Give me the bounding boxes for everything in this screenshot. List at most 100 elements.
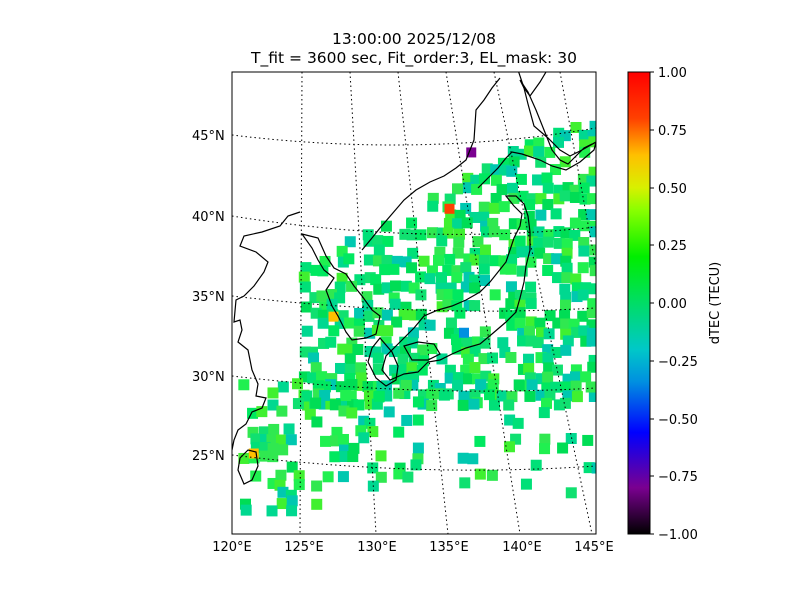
lat-label-25: 25°N: [192, 449, 225, 464]
dtec-cell: [363, 390, 375, 402]
dtec-cell: [588, 166, 596, 178]
dtec-cell: [283, 423, 295, 435]
dtec-cell: [570, 380, 582, 392]
dtec-cell: [313, 388, 325, 400]
dtec-cell: [424, 273, 436, 285]
dtec-cell: [589, 226, 596, 238]
dtec-cell: [258, 426, 270, 438]
dtec-cell: [506, 165, 518, 177]
dtec-cell: [443, 289, 455, 301]
dtec-cell: [343, 253, 355, 265]
dtec-cell: [364, 346, 376, 358]
dtec-cell: [276, 498, 288, 510]
colorbar-label: dTEC (TECU): [708, 262, 723, 345]
dtec-cell: [580, 335, 592, 347]
dtec-cell: [570, 273, 582, 285]
dtec-cell: [532, 174, 544, 186]
dtec-cell: [310, 307, 322, 319]
dtec-cell: [525, 316, 537, 328]
cb-tick-8: −0.75: [658, 470, 698, 485]
dtec-cell: [552, 317, 564, 329]
dtec-cell: [587, 298, 596, 310]
dtec-cell: [525, 256, 537, 268]
dtec-cell: [238, 379, 250, 391]
dtec-cell: [355, 362, 367, 374]
dtec-cell: [588, 354, 596, 366]
dtec-cell: [577, 289, 589, 301]
dtec-cell: [338, 405, 350, 417]
map-frame: [231, 71, 597, 535]
dtec-cell: [402, 471, 414, 483]
dtec-cell: [436, 301, 448, 313]
dtec-cell: [499, 263, 511, 275]
dtec-cell: [346, 280, 358, 292]
dtec-cell: [407, 379, 419, 391]
coastline-hokkaido: [477, 79, 596, 189]
dtec-cell: [372, 307, 384, 319]
dtec-cell: [372, 363, 384, 375]
dtec-cell: [469, 282, 481, 294]
dtec-cell: [348, 442, 360, 454]
dtec-cell: [514, 307, 526, 319]
dtec-cell: [579, 193, 591, 205]
dtec-cell: [394, 462, 406, 474]
dtec-cell: [457, 399, 469, 411]
dtec-cell: [286, 495, 298, 507]
dtec-cell: [408, 282, 420, 294]
dtec-cell: [390, 280, 402, 292]
dtec-cell: [445, 282, 457, 294]
dtec-cell: [535, 156, 547, 168]
dtec-cell: [381, 254, 393, 266]
dtec-cell: [418, 355, 430, 367]
dtec-cell: [362, 299, 374, 311]
dtec-cell: [286, 505, 298, 517]
dtec-cell: [320, 435, 332, 447]
dtec-anomaly-cell: [444, 203, 455, 214]
dtec-cell: [469, 300, 481, 312]
dtec-cell: [526, 226, 538, 238]
dtec-cell: [337, 343, 349, 355]
dtec-cell: [345, 390, 357, 402]
dtec-cell: [417, 344, 429, 356]
dtec-cell: [586, 175, 596, 187]
dtec-cell: [267, 387, 279, 399]
dtec-cell: [406, 262, 418, 274]
dtec-cell: [469, 274, 481, 286]
dtec-cell: [268, 423, 280, 435]
dtec-cell: [571, 282, 583, 294]
dtec-cell: [591, 462, 596, 474]
dtec-cell: [523, 353, 535, 365]
dtec-cell: [578, 325, 590, 337]
dtec-cell: [353, 379, 365, 391]
dtec-cell: [317, 265, 329, 277]
dtec-cell: [388, 263, 400, 275]
dtec-cell: [451, 272, 463, 284]
dtec-cell: [489, 289, 501, 301]
dtec-cell: [259, 433, 271, 445]
dtec-cell: [382, 325, 394, 337]
dtec-cell: [533, 237, 545, 249]
lon-label-140: 140°E: [502, 540, 542, 555]
dtec-cell: [543, 328, 555, 340]
dtec-cell: [453, 228, 465, 240]
dtec-cell: [505, 298, 517, 310]
dtec-cell: [292, 378, 304, 390]
dtec-cell: [535, 389, 547, 401]
dtec-cell: [381, 282, 393, 294]
dtec-cell: [508, 238, 520, 250]
dtec-cell: [505, 263, 517, 275]
dtec-cell: [475, 379, 487, 391]
dtec-cell: [299, 281, 311, 293]
dtec-cell: [508, 156, 520, 168]
dtec-cell: [400, 301, 412, 313]
dtec-cell: [298, 271, 310, 283]
dtec-cell: [497, 337, 509, 349]
dtec-cell: [460, 262, 472, 274]
dtec-cell: [579, 146, 591, 158]
dtec-cell: [412, 414, 424, 426]
dtec-cell: [532, 337, 544, 349]
dtec-cell: [438, 389, 450, 401]
dtec-cell: [487, 379, 499, 391]
dtec-cell: [309, 292, 321, 304]
dtec-cell: [274, 479, 286, 491]
